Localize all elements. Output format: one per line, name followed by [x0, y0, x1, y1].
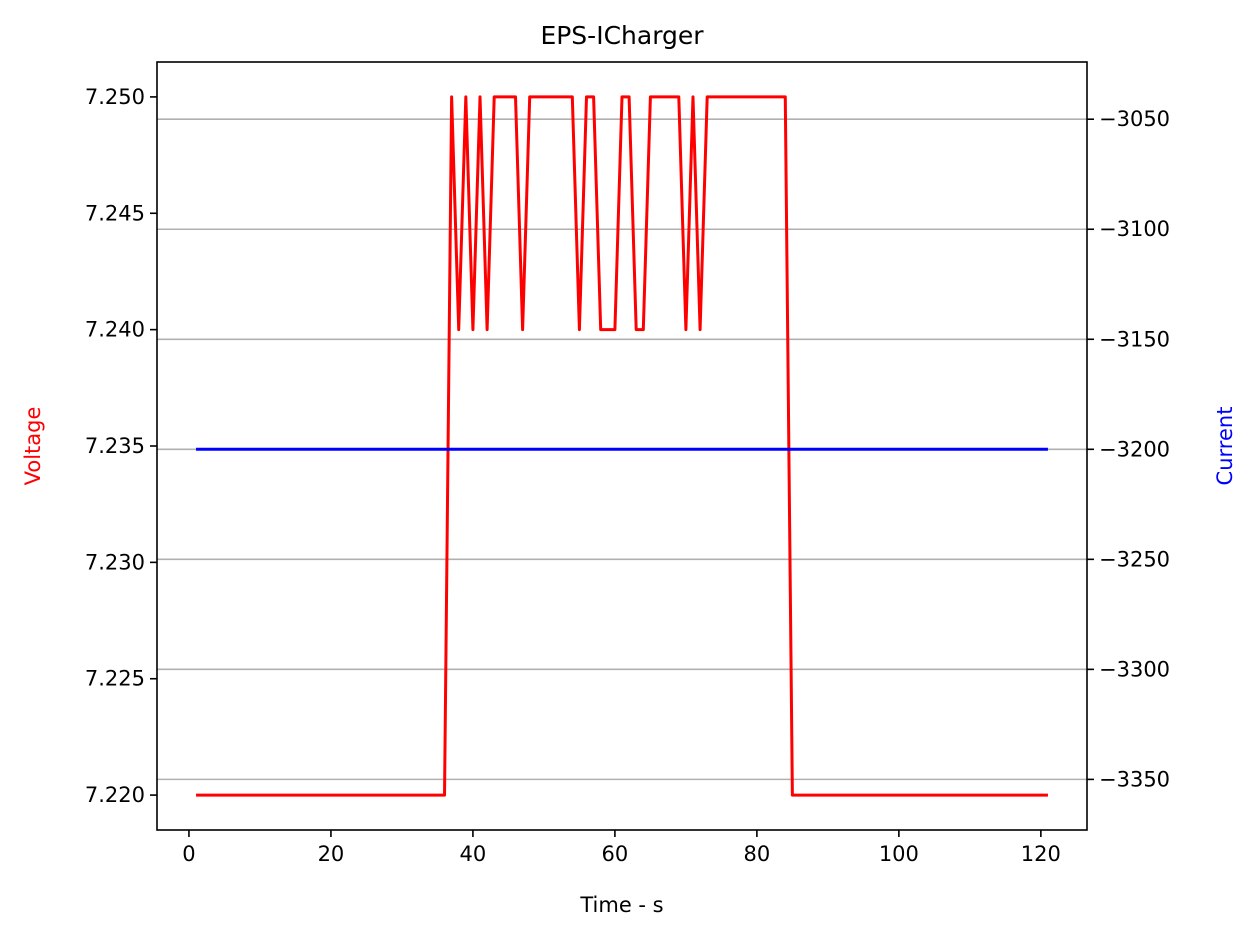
y-left-tick-label: 7.240 [85, 318, 145, 342]
y-axis-left-label: Voltage [21, 407, 45, 486]
y-right-tick-label: −3200 [1099, 437, 1170, 461]
x-tick-label: 60 [602, 842, 629, 866]
x-axis: 0 20 40 60 80 100 120 [182, 830, 1061, 866]
plot-frame [156, 61, 1088, 831]
y-right-tick-label: −3050 [1099, 107, 1170, 131]
series-layer [196, 95, 1048, 797]
x-tick-label: 120 [1021, 842, 1061, 866]
y-right-tick-label: −3100 [1099, 217, 1170, 241]
x-tick-label: 20 [318, 842, 345, 866]
series-line-voltage [196, 95, 1048, 797]
x-tick-label: 40 [460, 842, 487, 866]
y-left-tick-label: 7.230 [85, 550, 145, 574]
y-left-tick-label: 7.220 [85, 783, 145, 807]
y-axis-left: 7.220 7.225 7.230 7.235 7.240 7.245 7.250 [85, 85, 157, 807]
y-right-tick-label: −3350 [1099, 767, 1170, 791]
y-axis-right: −3350 −3300 −3250 −3200 −3150 −3100 −3050 [1087, 107, 1170, 791]
y-right-tick-label: −3150 [1099, 327, 1170, 351]
y-left-tick-label: 7.235 [85, 434, 145, 458]
x-tick-label: 0 [182, 842, 195, 866]
x-axis-label: Time - s [579, 893, 663, 917]
y-left-tick-label: 7.225 [85, 667, 145, 691]
chart-title: EPS-ICharger [540, 21, 704, 50]
y-left-tick-label: 7.250 [85, 85, 145, 109]
y-left-tick-label: 7.245 [85, 201, 145, 225]
y-right-tick-label: −3250 [1099, 547, 1170, 571]
y-right-tick-label: −3300 [1099, 657, 1170, 681]
x-tick-label: 100 [879, 842, 919, 866]
x-tick-label: 80 [744, 842, 771, 866]
y-axis-right-label: Current [1213, 407, 1237, 486]
